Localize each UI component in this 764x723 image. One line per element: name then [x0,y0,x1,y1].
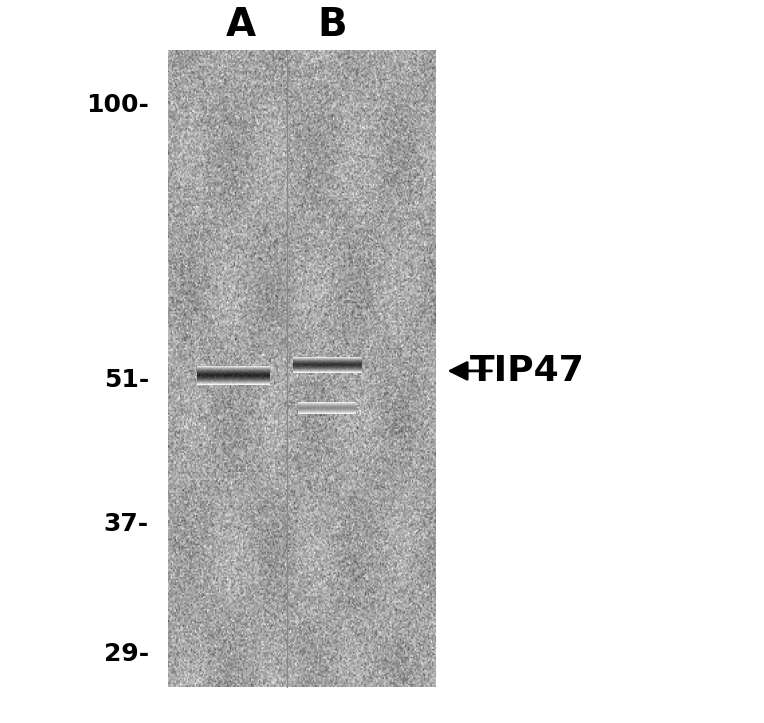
Text: B: B [318,7,347,44]
Text: 37-: 37- [104,512,149,536]
Text: TIP47: TIP47 [470,354,584,388]
Text: 29-: 29- [104,642,149,667]
Text: 100-: 100- [86,93,149,117]
Text: 51-: 51- [104,367,149,392]
Text: A: A [225,7,256,44]
